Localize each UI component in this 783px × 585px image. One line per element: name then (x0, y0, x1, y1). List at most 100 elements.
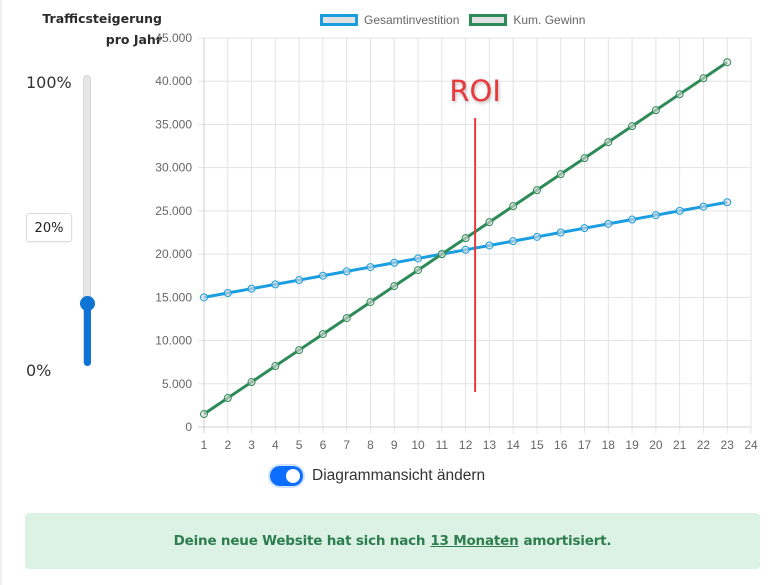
data-point (461, 245, 470, 254)
data-point (295, 346, 304, 355)
x-tick-label: 8 (367, 438, 374, 452)
data-point (628, 215, 637, 224)
chart-legend: Gesamtinvestition Kum. Gewinn (320, 13, 595, 27)
data-point (271, 362, 280, 371)
data-point (342, 314, 351, 323)
x-tick-label: 9 (391, 438, 398, 452)
data-point (723, 58, 732, 67)
data-point (390, 258, 399, 267)
roi-label: ROI (449, 74, 501, 108)
legend-item-gesamtinvestition[interactable]: Gesamtinvestition (320, 13, 459, 27)
roi-result-banner: Deine neue Website hat sich nach 13 Mona… (25, 513, 760, 569)
y-tick-label: 30.000 (155, 161, 192, 175)
x-tick-label: 18 (602, 438, 616, 452)
x-tick-label: 11 (436, 438, 449, 452)
chart-view-toggle-label: Diagrammansicht ändern (312, 467, 486, 484)
data-point (485, 218, 494, 227)
traffic-slider-fill (84, 304, 91, 366)
data-point (699, 202, 708, 211)
x-tick-label: 15 (530, 438, 544, 452)
legend-swatch-green (469, 14, 508, 26)
data-point (414, 266, 423, 275)
y-tick-label: 40.000 (155, 74, 192, 88)
data-point (295, 276, 304, 285)
data-point (366, 263, 375, 272)
x-tick-label: 23 (721, 438, 735, 452)
y-tick-label: 45.000 (155, 31, 192, 45)
x-tick-label: 19 (625, 438, 639, 452)
data-point (390, 282, 399, 291)
x-tick-label: 4 (272, 438, 279, 452)
chart-view-toggle-row[interactable]: Diagrammansicht ändern (270, 466, 485, 486)
result-prefix: Deine neue Website hat sich nach (173, 533, 426, 549)
legend-label: Gesamtinvestition (364, 13, 460, 27)
x-tick-label: 10 (411, 438, 425, 452)
data-point (414, 254, 423, 263)
data-point (651, 106, 660, 115)
x-tick-label: 12 (459, 438, 473, 452)
data-point (723, 198, 732, 207)
data-point (247, 378, 256, 387)
traffic-slider-handle[interactable] (80, 296, 95, 311)
data-point (509, 202, 518, 211)
data-point (247, 284, 256, 293)
x-tick-label: 2 (224, 438, 231, 452)
x-tick-label: 20 (649, 438, 663, 452)
data-point (271, 280, 280, 289)
data-point (604, 219, 613, 228)
data-point (461, 234, 470, 243)
data-point (437, 250, 446, 259)
y-tick-label: 20.000 (155, 247, 192, 261)
legend-item-kum-gewinn[interactable]: Kum. Gewinn (469, 13, 585, 27)
data-point (556, 228, 565, 237)
data-point (699, 74, 708, 83)
data-point (580, 224, 589, 233)
y-tick-label: 10.000 (155, 334, 192, 348)
data-point (318, 330, 327, 339)
x-tick-label: 16 (554, 438, 568, 452)
x-tick-label: 6 (320, 438, 327, 452)
y-tick-label: 35.000 (155, 117, 192, 131)
x-tick-label: 3 (248, 438, 255, 452)
y-tick-label: 0 (185, 420, 192, 434)
slider-title: Trafficsteigerung pro Jahr (30, 8, 162, 50)
slider-max-label: 100% (26, 73, 72, 92)
data-point (628, 122, 637, 131)
data-point (485, 241, 494, 250)
legend-label: Kum. Gewinn (513, 13, 586, 27)
page-left-border (0, 0, 2, 585)
y-tick-label: 25.000 (155, 204, 192, 218)
y-tick-label: 15.000 (155, 290, 192, 304)
result-months: 13 Monaten (430, 533, 519, 549)
x-tick-label: 22 (697, 438, 711, 452)
slider-title-line2: pro Jahr (105, 32, 162, 47)
data-point (675, 90, 684, 99)
x-tick-label: 24 (744, 438, 758, 452)
chart-view-toggle[interactable] (270, 466, 303, 486)
data-point (318, 271, 327, 280)
data-point (604, 138, 613, 147)
x-tick-label: 1 (201, 438, 208, 452)
data-point (366, 298, 375, 307)
data-point (509, 237, 518, 246)
data-point (651, 211, 660, 220)
data-point (200, 410, 208, 419)
legend-swatch-blue (320, 14, 358, 26)
slider-min-label: 0% (26, 361, 52, 380)
x-tick-label: 17 (578, 438, 592, 452)
y-tick-label: 5.000 (162, 377, 192, 391)
toggle-knob (286, 469, 300, 483)
slider-title-line1: Trafficsteigerung (42, 11, 162, 26)
line-chart: 0 5.000 10.000 15.000 20.000 25.000 30.000 35.0… (155, 31, 758, 452)
data-point (675, 206, 684, 215)
data-point (532, 232, 541, 241)
data-point (223, 289, 232, 298)
x-tick-label: 7 (343, 438, 350, 452)
x-tick-label: 13 (483, 438, 497, 452)
x-tick-label: 21 (673, 438, 687, 452)
data-point (342, 267, 351, 276)
data-point (223, 394, 232, 403)
data-point (556, 170, 565, 179)
data-point (580, 154, 589, 163)
data-point (200, 293, 208, 302)
